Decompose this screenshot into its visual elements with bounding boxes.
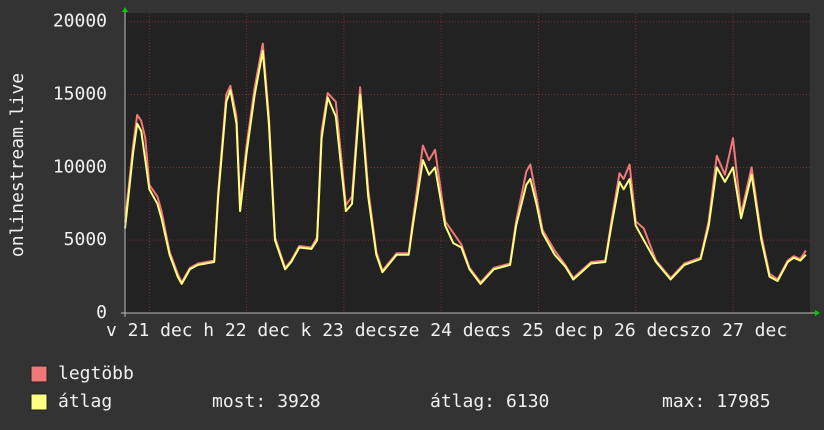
y-tick-label: 15000 (53, 84, 107, 105)
stat-value: 6130 (506, 391, 549, 412)
x-tick-label: p 26 dec (592, 320, 679, 341)
y-tick-label: 0 (96, 302, 107, 323)
legend-swatch (30, 393, 48, 411)
y-tick-label: 5000 (64, 229, 107, 250)
stat: max: 17985 (662, 391, 771, 412)
legend: legtöbb átlag most: 3928 átlag: 6130 max: 17985 (30, 363, 771, 412)
stat-label: átlag: (430, 391, 495, 412)
stat-label: max: (662, 391, 705, 412)
stat-value: 3928 (277, 391, 320, 412)
y-axis-label: onlinestream.live (7, 73, 28, 257)
lines (124, 42, 807, 285)
stat-value: 17985 (716, 391, 770, 412)
y-tick-label: 20000 (53, 11, 107, 32)
y-arrow (122, 7, 128, 12)
x-arrow (815, 310, 820, 316)
x-tick-label: h 22 dec (203, 320, 290, 341)
series-line (124, 49, 807, 285)
plot-area (125, 13, 810, 313)
legend-label: átlag (58, 391, 112, 412)
legend-swatch (30, 365, 48, 383)
x-tick-label: cs 25 dec (490, 320, 588, 341)
stat: most: 3928 (212, 391, 321, 412)
stat-label: most: (212, 391, 266, 412)
x-tick-label: v 21 dec (106, 320, 193, 341)
legend-label: legtöbb (58, 363, 134, 384)
x-tick-label: k 23 dec (301, 320, 388, 341)
x-tick-label: szo 27 dec (679, 320, 787, 341)
stat: átlag: 6130 (430, 391, 549, 412)
y-tick-label: 10000 (53, 156, 107, 177)
x-tick-label: sze 24 dec (387, 320, 495, 341)
